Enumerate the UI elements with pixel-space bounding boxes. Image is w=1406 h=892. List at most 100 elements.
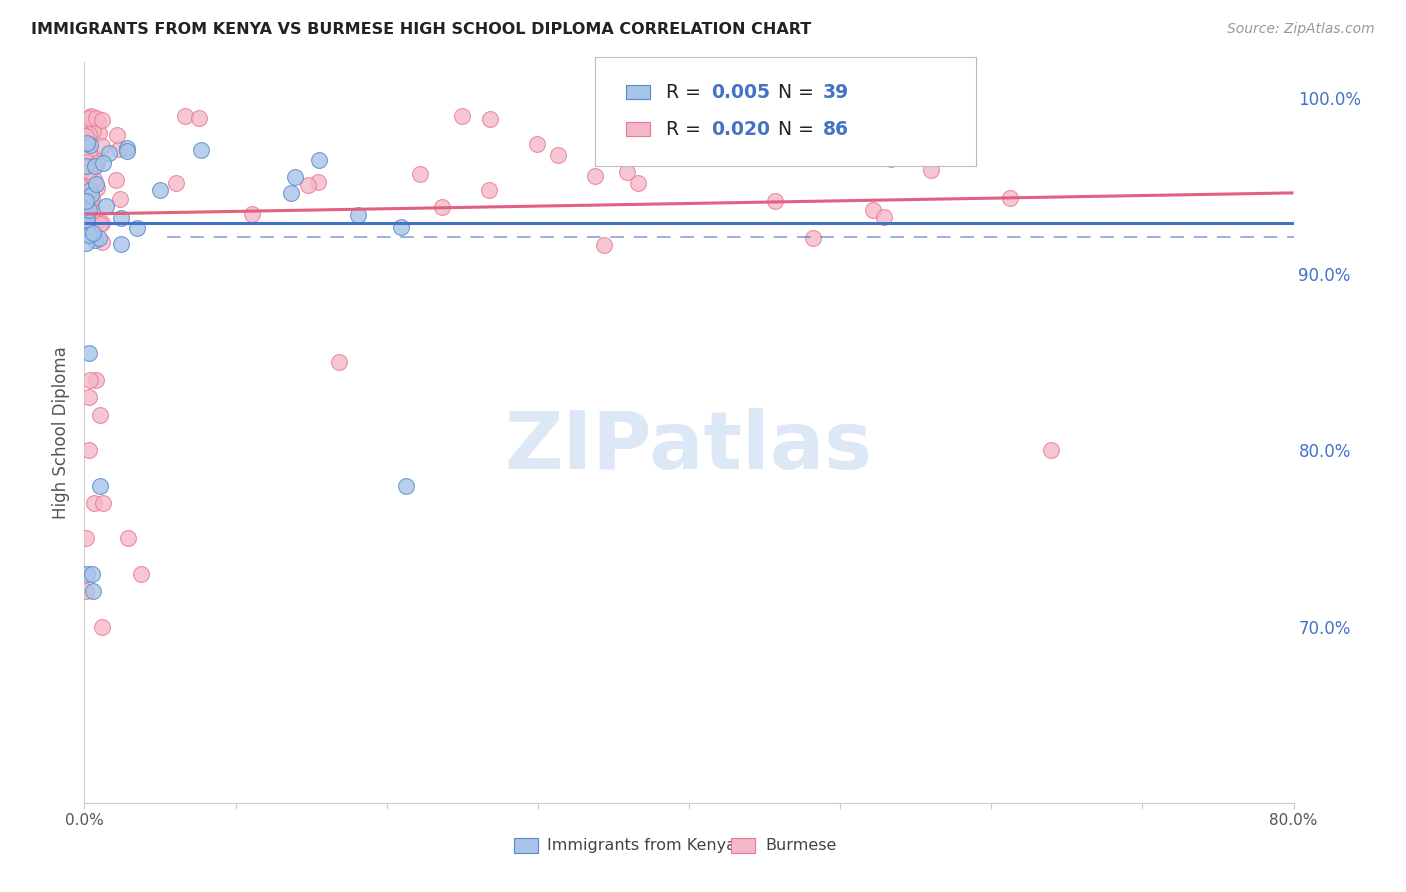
Point (744, 120, 766, 135)
Point (80, 187, 103, 202)
Text: Source: ZipAtlas.com: Source: ZipAtlas.com (1227, 22, 1375, 37)
Point (82, 177, 104, 191)
Point (105, 173, 128, 187)
Point (395, 478, 418, 492)
Point (593, 238, 616, 252)
Point (430, 200, 453, 214)
Point (900, 116, 922, 130)
Point (90, 112, 112, 127)
Point (82, 124, 104, 138)
Point (91, 496, 114, 510)
Point (75, 128, 97, 143)
FancyBboxPatch shape (595, 56, 976, 166)
Point (526, 136, 548, 151)
Point (606, 148, 628, 162)
Text: 39: 39 (823, 83, 849, 102)
Point (583, 169, 606, 183)
Point (91, 235, 114, 249)
Point (77, 128, 100, 142)
Point (110, 192, 132, 206)
Point (779, 123, 801, 137)
Point (80, 566, 103, 581)
FancyBboxPatch shape (626, 121, 650, 136)
Text: 0.005: 0.005 (710, 83, 769, 102)
Point (173, 109, 195, 123)
Point (77, 111, 100, 125)
Point (89, 218, 111, 232)
Point (83, 172, 105, 186)
Point (77, 227, 100, 242)
Point (998, 191, 1021, 205)
Point (75, 175, 97, 189)
Point (547, 148, 569, 162)
Point (76, 566, 98, 581)
Point (389, 219, 412, 234)
Point (110, 211, 132, 225)
Point (91, 216, 114, 230)
Point (862, 202, 884, 217)
Point (82, 226, 104, 240)
Point (89, 231, 111, 245)
Point (75, 165, 97, 179)
Point (75, 584, 97, 599)
Point (75, 532, 97, 546)
Point (665, 142, 688, 156)
Point (84, 159, 107, 173)
Point (117, 532, 139, 546)
Point (75, 200, 97, 214)
Point (80, 196, 103, 211)
Point (87, 114, 110, 128)
Point (79, 168, 101, 182)
Point (79, 138, 101, 153)
Point (297, 178, 319, 193)
Point (920, 162, 942, 177)
Point (77, 443, 100, 458)
Point (77, 117, 100, 131)
Point (82, 203, 104, 218)
Point (91, 155, 114, 169)
Point (83, 496, 105, 510)
Point (616, 165, 638, 179)
Point (80, 109, 103, 123)
Point (77, 390, 100, 404)
Point (879, 152, 901, 166)
Point (97, 145, 120, 160)
Text: 86: 86 (823, 120, 849, 138)
Point (80, 188, 103, 202)
Point (84, 178, 107, 192)
Text: R =: R = (666, 83, 707, 102)
Point (115, 141, 138, 155)
Text: N =: N = (779, 83, 820, 102)
Point (76, 200, 98, 214)
Point (77, 346, 100, 360)
Point (284, 170, 307, 185)
Point (478, 112, 501, 126)
Point (79, 373, 101, 387)
Point (165, 177, 187, 191)
Point (77, 202, 100, 217)
Point (763, 194, 786, 209)
Point (79, 183, 101, 197)
Point (107, 142, 129, 156)
Point (86, 156, 108, 170)
Point (75, 206, 97, 220)
Point (94, 199, 117, 213)
Text: ZIPatlas: ZIPatlas (505, 409, 873, 486)
Point (87, 152, 110, 166)
Point (328, 355, 350, 369)
Point (75, 235, 97, 250)
Point (91, 619, 114, 633)
Point (84, 373, 107, 387)
Point (280, 186, 302, 200)
Point (627, 176, 650, 190)
Point (91, 139, 114, 153)
Point (76, 155, 98, 169)
Point (77, 206, 100, 220)
Y-axis label: High School Diploma: High School Diploma (52, 346, 70, 519)
Point (76, 213, 98, 227)
Point (240, 207, 263, 221)
Text: N =: N = (779, 120, 820, 138)
Point (409, 167, 432, 181)
Point (307, 175, 329, 189)
FancyBboxPatch shape (513, 838, 538, 853)
